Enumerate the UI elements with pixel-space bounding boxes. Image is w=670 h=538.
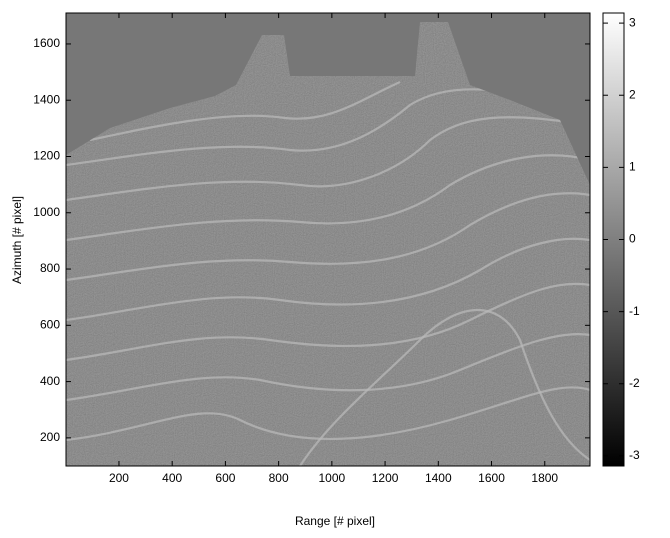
x-tick-label: 1000 (319, 471, 346, 485)
x-tick-label: 1400 (425, 471, 452, 485)
colorbar-tick-label: 2 (629, 87, 636, 101)
x-tick-label: 600 (215, 471, 235, 485)
y-tick-label: 600 (40, 317, 60, 331)
x-tick-label: 400 (162, 471, 182, 485)
image (65, 12, 591, 467)
colorbar-tick-label: 3 (629, 15, 636, 29)
x-axis-label: Range [# pixel] (295, 514, 375, 528)
colorbar-tick-label: 1 (629, 160, 636, 174)
x-tick-label: 1200 (372, 471, 399, 485)
colorbar-tick-label: 0 (629, 232, 636, 246)
plot-frame (65, 12, 591, 467)
y-tick-label: 200 (40, 430, 60, 444)
colorbar-tick-label: -3 (629, 448, 640, 462)
y-tick-label: 1000 (33, 205, 60, 219)
x-tick-label: 200 (109, 471, 129, 485)
y-tick-label: 800 (40, 261, 60, 275)
x-tick-label: 800 (269, 471, 289, 485)
y-tick-label: 400 (40, 374, 60, 388)
x-tick-label: 1600 (478, 471, 505, 485)
y-axis-label: Azimuth [# pixel] (10, 196, 24, 284)
colorbar-tick-label: -2 (629, 376, 640, 390)
colorbar-tick-label: -1 (629, 304, 640, 318)
y-tick-label: 1400 (33, 92, 60, 106)
y-tick-label: 1600 (33, 36, 60, 50)
y-tick-label: 1200 (33, 149, 60, 163)
x-tick-label: 1800 (531, 471, 558, 485)
